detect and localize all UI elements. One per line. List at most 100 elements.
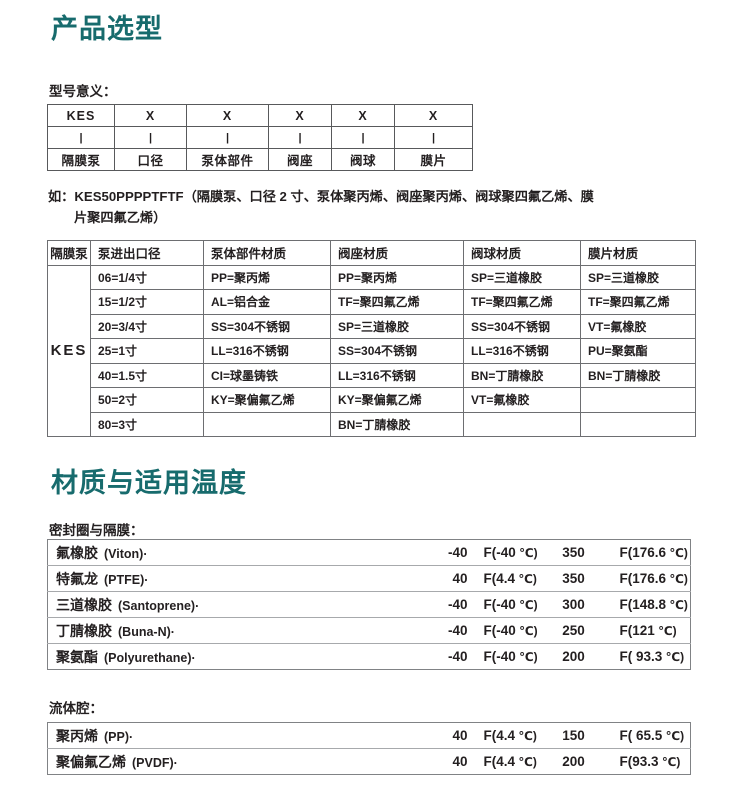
spec-cell-body-material: AL=铝合金 xyxy=(203,289,331,315)
column-header-diaphragm-material: 膜片材质 xyxy=(580,240,696,266)
table-row: 聚氨酯 (Polyurethane). -40 F(-40 ℃) 200 F( 93.3 … xyxy=(47,643,691,670)
table-row: 隔膜泵 口径 泵体部件 阀座 阀球 膜片 xyxy=(47,148,473,171)
model-code-cell: KES xyxy=(47,104,115,127)
specification-table: 隔膜泵 泵进出口径 泵体部件材质 阀座材质 阀球材质 膜片材质 KES 06=1/… xyxy=(47,240,696,437)
temp-low-value: -40 xyxy=(407,539,470,566)
example-note: 如：KES50PPPPTFTF（隔膜泵、口径 2 寸、泵体聚丙烯、阀座聚丙烯、阀… xyxy=(48,186,688,228)
model-meaning-cell: 膜片 xyxy=(394,148,473,171)
material-name-cn: 聚丙烯 xyxy=(56,727,98,744)
material-name-en: (Buna-N) xyxy=(118,624,171,639)
column-header-port-size: 泵进出口径 xyxy=(90,240,204,266)
spec-cell-seat-material: KY=聚偏氟乙烯 xyxy=(330,387,464,413)
temp-low-fahrenheit: F(-40 ℃) xyxy=(469,617,542,644)
dot-leader: . xyxy=(170,621,176,636)
connector-bar: | xyxy=(268,126,332,149)
material-name-cn: 特氟龙 xyxy=(56,570,98,587)
material-name-cell: 氟橡胶 (Viton). xyxy=(47,539,408,566)
table-row: 50=2寸 KY=聚偏氟乙烯 KY=聚偏氟乙烯 VT=氟橡胶 xyxy=(48,387,696,413)
dot-leader: . xyxy=(143,543,148,558)
temp-low-value: 40 xyxy=(407,565,470,592)
column-header-brand: 隔膜泵 xyxy=(47,240,91,266)
model-meaning-cell: 泵体部件 xyxy=(186,148,269,171)
temp-high-value: 250 xyxy=(541,617,606,644)
material-name-cn: 聚氨酯 xyxy=(56,648,98,665)
table-row: 40=1.5寸 CI=球墨铸铁 LL=316不锈钢 BN=丁腈橡胶 BN=丁腈橡胶 xyxy=(48,362,696,388)
spec-cell-seat-material: SP=三道橡胶 xyxy=(330,313,464,339)
spec-cell-port-size: 20=3/4寸 xyxy=(90,313,204,339)
column-header-ball-material: 阀球材质 xyxy=(463,240,581,266)
temp-low-value: -40 xyxy=(407,591,470,618)
spec-cell-body-material: PP=聚丙烯 xyxy=(203,264,331,290)
label-model-meaning: 型号意义： xyxy=(49,84,117,99)
connector-bar: | xyxy=(186,126,269,149)
temp-low-fahrenheit: F(4.4 ℃) xyxy=(469,565,542,592)
table-row: 三道橡胶 (Santoprene). -40 F(-40 ℃) 300 F(148.8 ℃… xyxy=(47,591,691,618)
material-name-cell: 特氟龙 (PTFE). xyxy=(47,565,408,592)
temp-high-value: 350 xyxy=(541,565,606,592)
temp-high-value: 300 xyxy=(541,591,606,618)
temp-low-value: 40 xyxy=(407,722,470,749)
connector-bar: | xyxy=(114,126,187,149)
temp-low-fahrenheit: F(4.4 ℃) xyxy=(469,722,542,749)
temp-high-unit: ℃) xyxy=(662,650,685,664)
temp-low-fahrenheit: F(-40 ℃) xyxy=(469,643,542,670)
material-name-cell: 丁腈橡胶 (Buna-N). xyxy=(47,617,408,644)
table-row: | | | | | | xyxy=(47,126,473,149)
temp-high-value: 200 xyxy=(541,748,606,775)
material-name-en: (Viton) xyxy=(104,546,144,561)
model-meaning-cell: 阀座 xyxy=(268,148,332,171)
spec-cell-diaphragm-material: PU=聚氨酯 xyxy=(580,338,696,364)
temp-high-value: 150 xyxy=(541,722,606,749)
connector-bar: | xyxy=(394,126,473,149)
temp-low-value: -40 xyxy=(407,643,470,670)
spec-cell-diaphragm-material xyxy=(580,411,696,437)
material-name-en: (PTFE) xyxy=(104,572,145,587)
spec-brand-cell: KES xyxy=(47,264,91,437)
fluid-chamber-temperature-table: 聚丙烯 (PP). 40 F(4.4 ℃) 150 F( 65.5 ℃) 聚偏氟乙烯 (PVD… xyxy=(47,722,691,775)
spec-cell-body-material: SS=304不锈钢 xyxy=(203,313,331,339)
temp-low-unit: ℃) xyxy=(515,755,537,769)
table-row: 20=3/4寸 SS=304不锈钢 SP=三道橡胶 SS=304不锈钢 VT=氟橡胶 xyxy=(48,313,696,339)
spec-cell-ball-material: TF=聚四氟乙烯 xyxy=(463,289,581,315)
example-note-line-2: 片聚四氟乙烯） xyxy=(74,210,167,225)
spec-cell-body-material: LL=316不锈钢 xyxy=(203,338,331,364)
spec-cell-ball-material: SP=三道橡胶 xyxy=(463,264,581,290)
material-name-cn: 丁腈橡胶 xyxy=(56,622,112,639)
model-code-cell: X xyxy=(331,104,395,127)
spec-cell-port-size: 50=2寸 xyxy=(90,387,204,413)
temp-low-fahrenheit: F(-40 ℃) xyxy=(469,539,542,566)
temp-low-fahrenheit: F(-40 ℃) xyxy=(469,591,542,618)
spec-cell-diaphragm-material: BN=丁腈橡胶 xyxy=(580,362,696,388)
temp-low-value: -40 xyxy=(407,617,470,644)
spec-cell-diaphragm-material xyxy=(580,387,696,413)
temp-high-unit: ℃) xyxy=(658,755,681,769)
dot-leader: . xyxy=(195,595,200,610)
column-header-seat-material: 阀座材质 xyxy=(330,240,464,266)
model-meaning-cell: 口径 xyxy=(114,148,187,171)
model-code-cell: X xyxy=(114,104,187,127)
seal-temperature-table: 氟橡胶 (Viton). -40 F(-40 ℃) 350 F(176.6 ℃) 特氟龙 (P… xyxy=(47,539,691,670)
model-code-table: KES X X X X X | | | | | | 隔膜泵 口径 泵体部件 阀座… xyxy=(47,104,473,171)
temp-high-fahrenheit: F(148.8 ℃) xyxy=(605,591,691,618)
table-row: 特氟龙 (PTFE). 40 F(4.4 ℃) 350 F(176.6 ℃) xyxy=(47,565,691,592)
temp-high-fahrenheit: F( 65.5 ℃) xyxy=(605,722,691,749)
spec-cell-seat-material: PP=聚丙烯 xyxy=(330,264,464,290)
material-name-en: (Polyurethane) xyxy=(104,650,192,665)
spec-cell-ball-material: SS=304不锈钢 xyxy=(463,313,581,339)
material-name-cell: 聚丙烯 (PP). xyxy=(47,722,408,749)
table-row: 氟橡胶 (Viton). -40 F(-40 ℃) 350 F(176.6 ℃) xyxy=(47,539,691,566)
temp-high-unit: ℃) xyxy=(666,572,688,586)
spec-cell-body-material: KY=聚偏氟乙烯 xyxy=(203,387,331,413)
temp-high-unit: ℃) xyxy=(666,598,688,612)
model-code-cell: X xyxy=(186,104,269,127)
dot-leader: . xyxy=(191,647,197,662)
table-row: 聚偏氟乙烯 (PVDF). 40 F(4.4 ℃) 200 F(93.3 ℃) xyxy=(47,748,691,775)
material-name-cell: 三道橡胶 (Santoprene). xyxy=(47,591,408,618)
table-row: 丁腈橡胶 (Buna-N). -40 F(-40 ℃) 250 F(121 ℃) xyxy=(47,617,691,644)
connector-bar: | xyxy=(47,126,115,149)
material-name-en: (PP) xyxy=(104,729,129,744)
spec-cell-seat-material: SS=304不锈钢 xyxy=(330,338,464,364)
spec-cell-seat-material: LL=316不锈钢 xyxy=(330,362,464,388)
temp-high-value: 350 xyxy=(541,539,606,566)
